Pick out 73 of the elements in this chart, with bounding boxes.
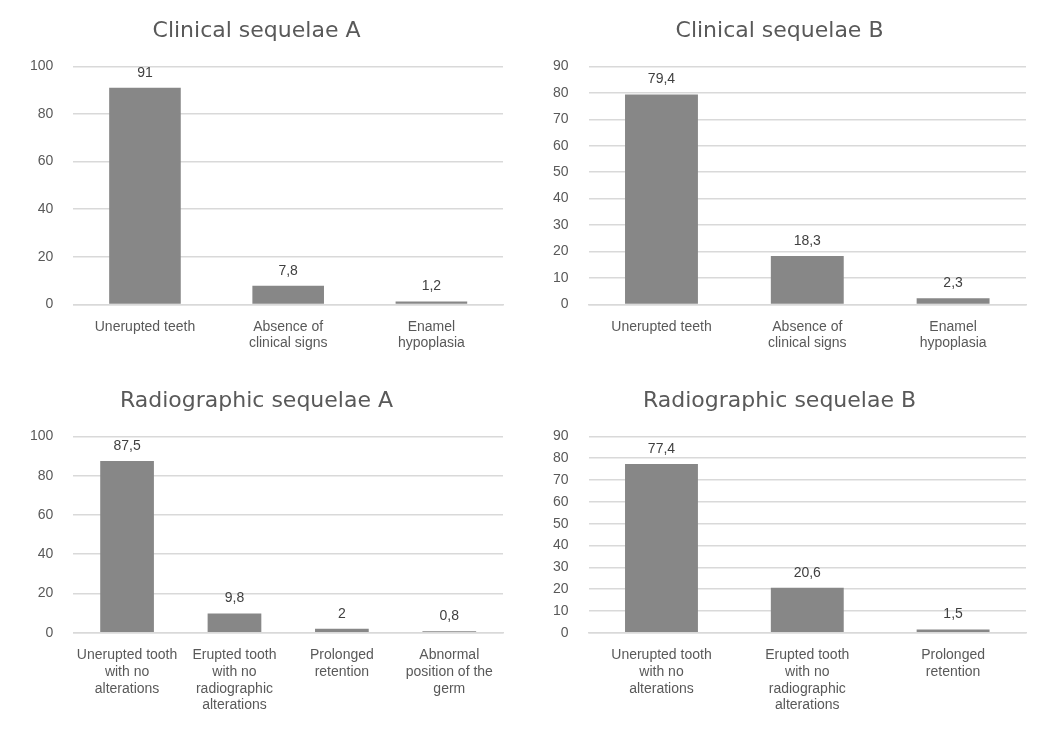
- y-tick-label: 70: [552, 110, 569, 127]
- y-tick-label: 80: [552, 83, 569, 100]
- bar: [770, 256, 844, 304]
- data-label: 77,4: [647, 439, 676, 456]
- data-label: 18,3: [793, 231, 822, 248]
- y-tick-label: 0: [45, 623, 54, 640]
- y-tick-label: 20: [552, 580, 569, 597]
- data-label: 1,5: [943, 605, 964, 622]
- y-tick-label: 20: [552, 242, 569, 259]
- data-label: 7,8: [278, 261, 299, 278]
- x-tick-label: Unerupted tooth with no alterations: [76, 646, 178, 696]
- data-label: 2,3: [943, 274, 964, 291]
- y-tick-label: 0: [560, 623, 569, 640]
- y-tick-label: 80: [37, 104, 54, 121]
- chart-title: Clinical sequelae B: [675, 16, 884, 42]
- data-label: 87,5: [113, 436, 141, 453]
- y-tick-label: 30: [552, 558, 569, 575]
- y-tick-label: 80: [552, 449, 569, 466]
- bar: [207, 613, 262, 633]
- x-tick-label: Erupted tooth with no radiographic alterations: [765, 646, 850, 713]
- bar: [625, 94, 698, 304]
- x-tick-label: Abnormal position of the germ: [405, 646, 494, 696]
- y-tick-label: 100: [30, 427, 54, 444]
- x-tick-label: Enamel hypoplasia: [919, 317, 987, 351]
- data-label: 9,8: [224, 589, 245, 606]
- x-tick-label: Absence of clinical signs: [248, 317, 328, 351]
- y-tick-label: 40: [37, 200, 54, 217]
- bar: [395, 301, 468, 304]
- y-tick-label: 10: [552, 268, 569, 285]
- x-tick-label: Enamel hypoplasia: [397, 317, 466, 351]
- x-tick-label: Erupted tooth with no radiographic alterations: [192, 646, 277, 713]
- bar: [625, 463, 698, 633]
- x-tick-label: Prolonged retention: [309, 646, 374, 679]
- data-label: 20,6: [793, 563, 822, 580]
- data-label: 1,2: [421, 277, 442, 294]
- y-tick-label: 70: [552, 470, 569, 487]
- data-label: 91: [137, 63, 153, 80]
- y-tick-label: 40: [552, 536, 569, 553]
- bar: [315, 628, 369, 633]
- bar: [770, 587, 844, 633]
- y-tick-label: 60: [37, 152, 54, 169]
- bar: [100, 460, 154, 633]
- data-label: 0,8: [439, 607, 460, 624]
- x-tick-label: Unerupted tooth with no alterations: [611, 646, 712, 696]
- y-tick-label: 30: [552, 215, 569, 232]
- y-tick-label: 40: [552, 189, 569, 206]
- y-tick-label: 40: [37, 545, 54, 562]
- y-tick-label: 20: [37, 247, 54, 264]
- bar: [252, 285, 324, 304]
- y-tick-label: 10: [552, 601, 569, 618]
- y-tick-label: 100: [30, 57, 54, 74]
- bar: [916, 298, 990, 304]
- x-tick-label: Prolonged retention: [921, 646, 986, 679]
- y-tick-label: 50: [552, 163, 569, 180]
- chart-title: Radiographic sequelae A: [119, 386, 394, 412]
- y-tick-label: 60: [37, 505, 54, 522]
- y-tick-label: 60: [552, 136, 569, 153]
- chart-title: Clinical sequelae A: [152, 16, 361, 42]
- y-tick-label: 0: [45, 295, 54, 312]
- x-tick-label: Unerupted teeth: [611, 317, 712, 334]
- y-tick-label: 60: [552, 492, 569, 509]
- y-tick-label: 80: [37, 466, 54, 483]
- y-tick-label: 0: [560, 295, 569, 312]
- y-tick-label: 90: [552, 427, 569, 444]
- bar: [109, 87, 181, 304]
- x-tick-label: Absence of clinical signs: [767, 317, 847, 351]
- data-label: 2: [337, 604, 346, 621]
- x-tick-label: Unerupted teeth: [94, 317, 196, 334]
- data-label: 79,4: [647, 70, 676, 87]
- chart-title: Radiographic sequelae B: [642, 386, 917, 412]
- y-tick-label: 50: [552, 514, 569, 531]
- y-tick-label: 90: [552, 57, 569, 74]
- y-tick-label: 20: [37, 584, 54, 601]
